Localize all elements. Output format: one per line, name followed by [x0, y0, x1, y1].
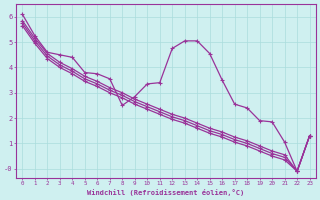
X-axis label: Windchill (Refroidissement éolien,°C): Windchill (Refroidissement éolien,°C)	[87, 189, 244, 196]
